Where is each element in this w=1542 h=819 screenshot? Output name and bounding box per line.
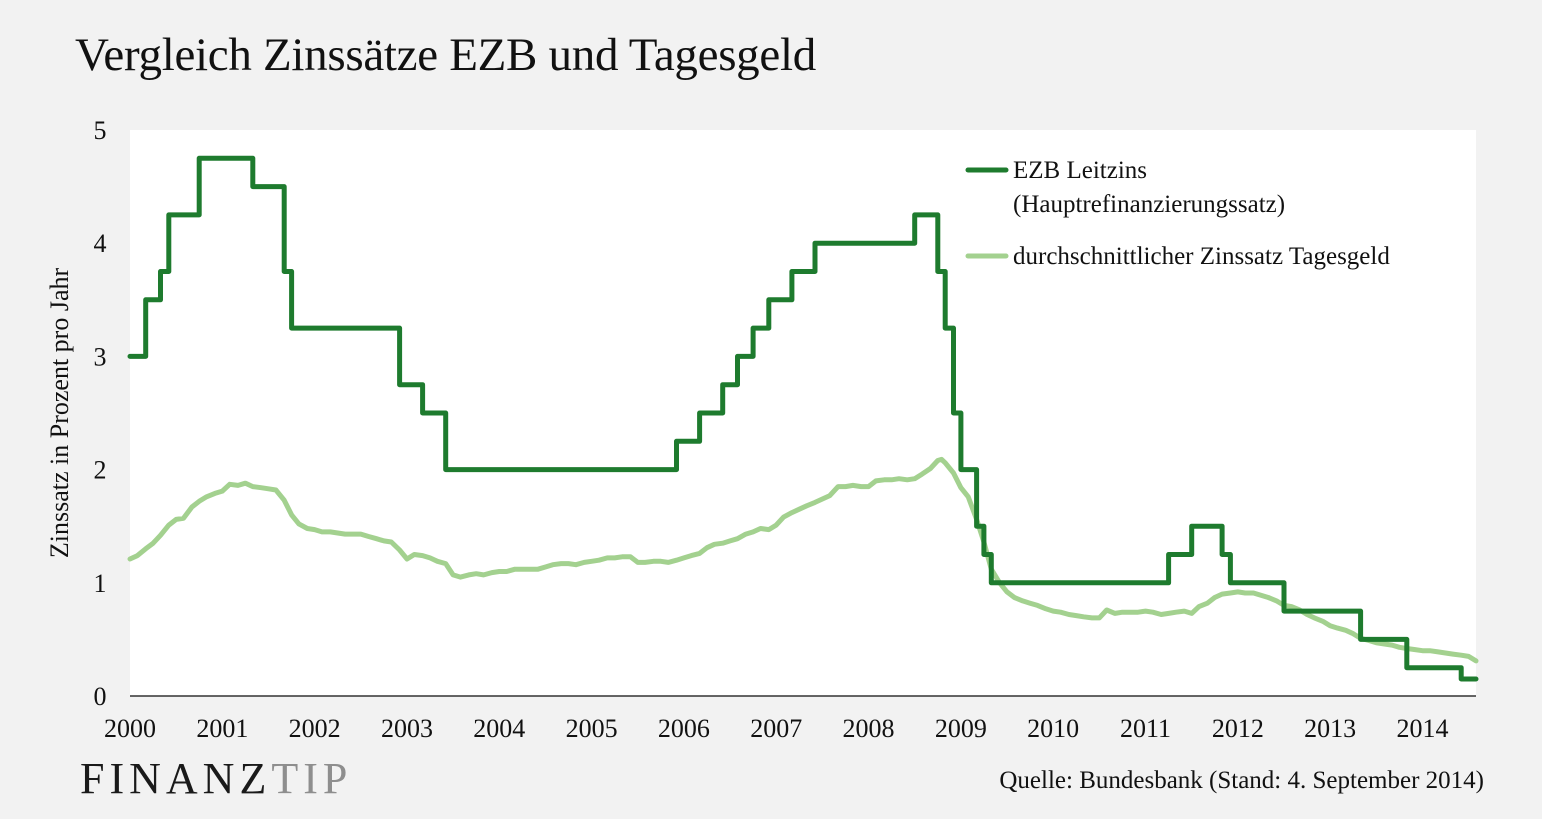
y-tick-label: 4 [94,229,107,258]
logo-word-finanz: FINANZ [80,754,272,803]
x-tick-label: 2003 [381,714,433,743]
x-tick-label: 2005 [566,714,618,743]
logo-word-tip: TIP [271,754,353,803]
x-tick-labels: 2000 2001 2002 2003 2004 2005 2006 2007 2008 2009… [104,714,1448,743]
x-tick-label: 2013 [1304,714,1356,743]
y-tick-labels: 0 1 2 3 4 5 [94,116,107,711]
series-lines [127,155,1479,682]
series-line [127,155,1479,682]
x-tick-label: 2001 [196,714,248,743]
legend: EZB Leitzins (Hauptrefinanzierungssatz) du… [965,157,1390,270]
y-axis-label: Zinssatz in Prozent pro Jahr [45,268,74,559]
source-note: Quelle: Bundesbank (Stand: 4. September … [999,767,1484,794]
x-tick-label: 2011 [1120,714,1171,743]
x-tick-label: 2012 [1212,714,1264,743]
y-tick-label: 0 [94,682,107,711]
x-tick-label: 2002 [289,714,341,743]
x-tick-label: 2007 [750,714,802,743]
y-tick-label: 1 [94,569,107,598]
plot-area [130,130,1476,696]
y-tick-label: 3 [94,342,107,371]
series-line [127,456,1479,664]
finanztip-logo: FINANZTIP [80,757,352,801]
x-tick-label: 2014 [1396,714,1448,743]
legend-label: durchschnittlicher Zinssatz Tagesgeld [1013,243,1390,270]
chart-title: Vergleich Zinssätze EZB und Tagesgeld [75,29,816,81]
y-tick-label: 2 [94,456,107,485]
x-tick-label: 2010 [1027,714,1079,743]
legend-label: (Hauptrefinanzierungssatz) [1013,191,1285,218]
x-tick-label: 2004 [473,714,525,743]
x-tick-label: 2000 [104,714,156,743]
legend-label: EZB Leitzins [1013,157,1147,184]
x-tick-label: 2008 [843,714,895,743]
y-tick-label: 5 [94,116,107,145]
x-tick-label: 2006 [658,714,710,743]
x-tick-label: 2009 [935,714,987,743]
